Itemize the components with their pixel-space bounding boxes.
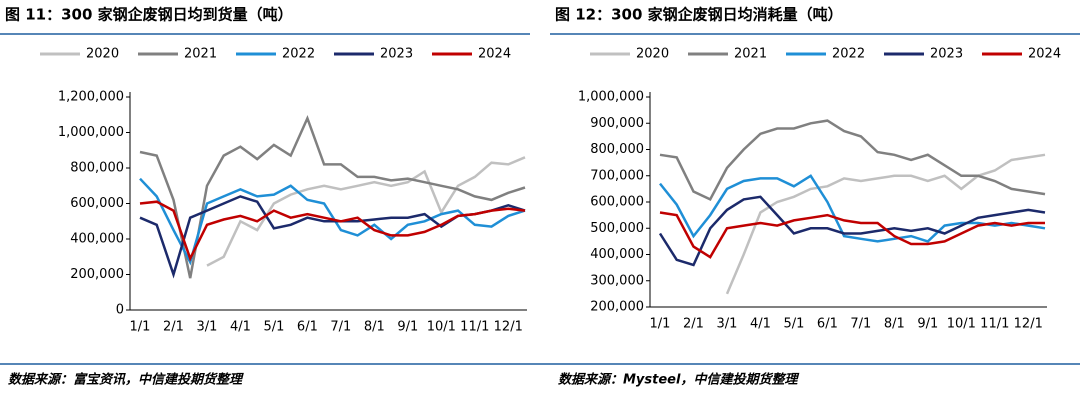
x-tick-label: 9/1 (917, 317, 938, 332)
series-line (658, 195, 1046, 267)
y-tick-label: 800,000 (590, 142, 644, 157)
x-tick-label: 11/1 (460, 320, 489, 335)
x-tick-label: 1/1 (130, 320, 151, 335)
x-tick-label: 5/1 (263, 320, 284, 335)
x-tick-label: 7/1 (330, 320, 351, 335)
x-tick-label: 1/1 (650, 317, 671, 332)
source-note: 数据来源：富宝资讯，中信建投期货整理 (8, 372, 244, 388)
x-tick-label: 8/1 (364, 320, 385, 335)
series-line (659, 211, 1045, 259)
y-tick-label: 200,000 (70, 267, 124, 282)
x-tick-label: 9/1 (397, 320, 418, 335)
x-tick-label: 3/1 (716, 317, 737, 332)
series-line (659, 174, 1046, 243)
x-tick-label: 3/1 (196, 320, 217, 335)
legend-label: 2020 (636, 47, 669, 62)
legend-label: 2023 (930, 47, 963, 62)
series-line (139, 177, 526, 266)
legend-label: 2024 (478, 47, 511, 62)
y-tick-label: 1,000,000 (578, 90, 644, 105)
legend-label: 2023 (380, 47, 413, 62)
x-tick-label: 10/1 (947, 317, 976, 332)
x-tick-label: 2/1 (163, 320, 184, 335)
x-tick-label: 6/1 (817, 317, 838, 332)
series-line (139, 114, 526, 279)
y-tick-label: 800,000 (70, 161, 124, 176)
source-note: 数据来源：Mysteel，中信建投期货整理 (558, 372, 799, 388)
chart-title: 图 12：300 家钢企废钢日均消耗量（吨） (555, 6, 843, 24)
legend-label: 2020 (86, 47, 119, 62)
y-tick-label: 0 (116, 303, 124, 318)
x-tick-label: 2/1 (683, 317, 704, 332)
chart-title: 图 11：300 家钢企废钢日均到货量（吨） (5, 6, 293, 24)
x-tick-label: 12/1 (494, 320, 523, 335)
legend-label: 2024 (1028, 47, 1061, 62)
x-tick-label: 5/1 (783, 317, 804, 332)
y-tick-label: 600,000 (70, 196, 124, 211)
y-tick-label: 400,000 (70, 232, 124, 247)
x-tick-label: 4/1 (230, 320, 251, 335)
legend-label: 2022 (282, 47, 315, 62)
legend-label: 2021 (184, 47, 217, 62)
y-tick-label: 1,000,000 (58, 125, 124, 140)
x-tick-label: 10/1 (427, 320, 456, 335)
series-line (659, 119, 1046, 202)
x-tick-label: 8/1 (884, 317, 905, 332)
x-tick-label: 12/1 (1014, 317, 1043, 332)
series-line (206, 156, 526, 267)
y-tick-label: 500,000 (590, 221, 644, 236)
y-tick-label: 700,000 (590, 168, 644, 183)
legend-label: 2021 (734, 47, 767, 62)
x-tick-label: 4/1 (750, 317, 771, 332)
series-line (725, 153, 1046, 295)
y-tick-label: 900,000 (590, 116, 644, 131)
x-tick-label: 7/1 (850, 317, 871, 332)
series-line (139, 200, 526, 262)
x-tick-label: 6/1 (297, 320, 318, 335)
legend-label: 2022 (832, 47, 865, 62)
x-tick-label: 11/1 (980, 317, 1009, 332)
y-tick-label: 300,000 (590, 273, 644, 288)
y-tick-label: 600,000 (590, 195, 644, 210)
y-tick-label: 200,000 (590, 300, 644, 315)
y-tick-label: 400,000 (590, 247, 644, 262)
y-tick-label: 1,200,000 (58, 90, 124, 105)
